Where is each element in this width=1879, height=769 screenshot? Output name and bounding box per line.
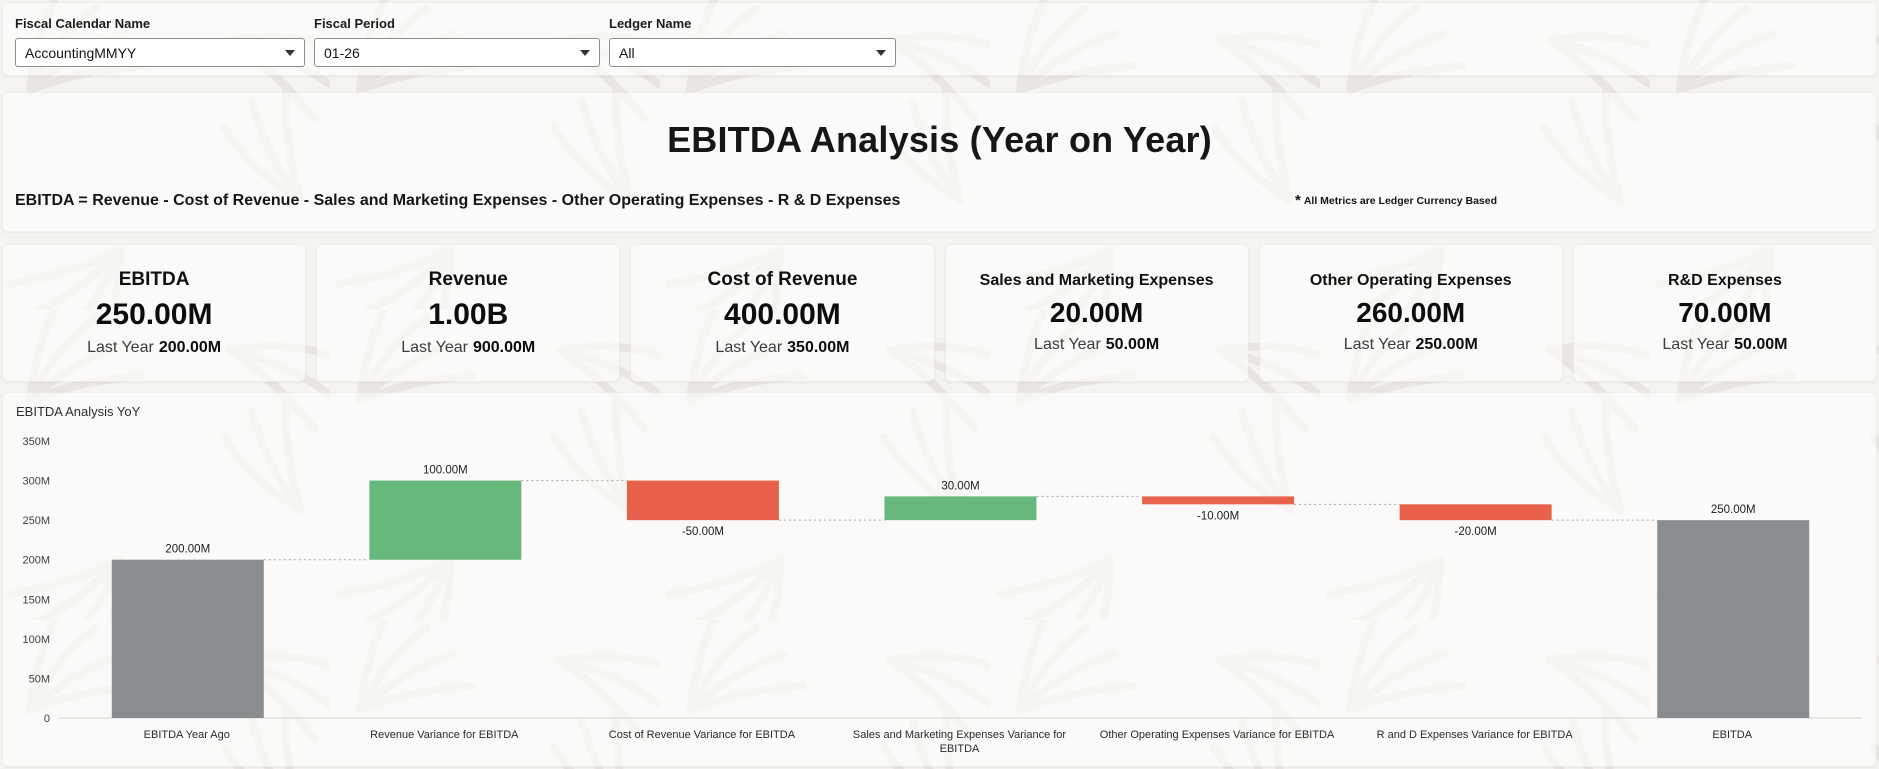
waterfall-bar-2[interactable] — [626, 480, 779, 521]
filter-label-fiscal-period: Fiscal Period — [314, 16, 395, 31]
y-axis-tick-label: 100M — [22, 634, 50, 646]
fiscal-period-select-value: 01-26 — [324, 44, 360, 61]
x-axis-label: Sales and Marketing Expenses Variance fo… — [852, 729, 1067, 756]
y-axis-tick-label: 300M — [22, 476, 50, 488]
chart-card: EBITDA Analysis YoY 0 50M 100M 150M 200M 250M… — [2, 392, 1877, 767]
x-axis-label: R and D Expenses Variance for EBITDA — [1376, 729, 1573, 741]
footnote-text: All Metrics are Ledger Currency Based — [1303, 195, 1498, 207]
kpi-title: Revenue — [428, 269, 508, 291]
filter-ledger-name: Ledger Name All — [609, 16, 896, 75]
header-card: EBITDA Analysis (Year on Year) EBITDA = … — [2, 92, 1877, 232]
x-axis-label: Cost of Revenue Variance for EBITDA — [608, 729, 796, 741]
chevron-down-icon — [580, 49, 590, 56]
bar-value-label: -10.00M — [1197, 510, 1239, 522]
bar-value-label: 30.00M — [941, 480, 979, 492]
ebitda-formula: EBITDA = Revenue - Cost of Revenue - Sal… — [15, 192, 901, 209]
fiscal-period-select[interactable]: 01-26 — [314, 38, 600, 67]
kpi-card-revenue[interactable]: Revenue 1.00B Last Year 900.00M — [316, 244, 621, 382]
kpi-value: 260.00M — [1356, 297, 1466, 329]
y-axis-tick-label: 200M — [22, 555, 50, 567]
kpi-value: 400.00M — [724, 298, 841, 332]
kpi-card-sales-marketing-expenses[interactable]: Sales and Marketing Expenses 20.00M Last… — [944, 244, 1249, 382]
kpi-last-year: Last Year 200.00M — [87, 338, 222, 356]
ledger-name-select[interactable]: All — [609, 38, 896, 67]
waterfall-chart: 0 50M 100M 150M 200M 250M 300M 350M 200.00M 100.0… — [22, 436, 1862, 725]
waterfall-bar-0[interactable] — [111, 559, 264, 718]
chevron-down-icon — [285, 49, 295, 56]
fiscal-calendar-select[interactable]: AccountingMMYY — [15, 38, 305, 67]
bar-value-label: -20.00M — [1455, 526, 1497, 538]
waterfall-bar-6[interactable] — [1657, 520, 1810, 718]
x-axis-label: Revenue Variance for EBITDA — [370, 729, 519, 741]
y-axis-tick-label: 250M — [22, 515, 50, 527]
kpi-last-year: Last Year 900.00M — [401, 338, 536, 356]
waterfall-bar-4[interactable] — [1142, 496, 1295, 505]
kpi-last-year: Last Year 50.00M — [1662, 335, 1788, 353]
filter-label-fiscal-calendar: Fiscal Calendar Name — [15, 16, 151, 31]
waterfall-bar-5[interactable] — [1399, 504, 1552, 521]
kpi-last-year: Last Year 350.00M — [715, 338, 850, 356]
y-axis-tick-label: 50M — [29, 673, 50, 685]
chevron-down-icon — [876, 49, 886, 56]
kpi-last-year: Last Year 50.00M — [1034, 335, 1160, 353]
asterisk: * — [1295, 192, 1301, 209]
kpi-title: Sales and Marketing Expenses — [979, 272, 1214, 290]
kpi-title: Cost of Revenue — [707, 269, 858, 291]
footnote: * All Metrics are Ledger Currency Based — [1295, 191, 1498, 209]
page-title: EBITDA Analysis (Year on Year) — [667, 119, 1212, 160]
kpi-card-cost-of-revenue[interactable]: Cost of Revenue 400.00M Last Year 350.00M — [630, 244, 935, 382]
x-axis-label: EBITDA — [1712, 729, 1753, 741]
chart-title: EBITDA Analysis YoY — [16, 404, 141, 419]
kpi-card-other-operating-expenses[interactable]: Other Operating Expenses 260.00M Last Ye… — [1258, 244, 1563, 382]
waterfall-bar-1[interactable] — [369, 480, 522, 560]
bar-value-label: 100.00M — [423, 465, 468, 477]
filter-label-ledger-name: Ledger Name — [609, 16, 692, 31]
waterfall-bar-3[interactable] — [884, 496, 1037, 521]
kpi-title: Other Operating Expenses — [1309, 272, 1512, 290]
y-axis-tick-label: 0 — [44, 713, 50, 725]
kpi-row: EBITDA 250.00M Last Year 200.00M Revenue … — [2, 244, 1878, 382]
filter-fiscal-period: Fiscal Period 01-26 — [314, 16, 600, 75]
filter-bar: Fiscal Calendar Name AccountingMMYY Fisc… — [2, 2, 1877, 76]
bar-value-label: 200.00M — [165, 544, 210, 556]
kpi-value: 70.00M — [1678, 297, 1772, 329]
kpi-card-rd-expenses[interactable]: R&D Expenses 70.00M Last Year 50.00M — [1572, 244, 1878, 382]
kpi-card-ebitda[interactable]: EBITDA 250.00M Last Year 200.00M — [2, 244, 307, 382]
x-axis-label: Other Operating Expenses Variance for EB… — [1099, 729, 1335, 741]
x-axis-label: EBITDA Year Ago — [143, 729, 230, 741]
bar-value-label: 250.00M — [1711, 504, 1756, 516]
kpi-title: R&D Expenses — [1668, 272, 1782, 290]
fiscal-calendar-select-value: AccountingMMYY — [25, 44, 137, 61]
kpi-value: 20.00M — [1049, 297, 1144, 329]
kpi-value: 1.00B — [428, 298, 509, 332]
y-axis-tick-label: 150M — [22, 594, 50, 606]
bar-value-label: -50.00M — [682, 526, 724, 538]
filter-fiscal-calendar: Fiscal Calendar Name AccountingMMYY — [15, 16, 305, 75]
kpi-title: EBITDA — [118, 269, 190, 291]
y-axis-tick-label: 350M — [22, 436, 50, 448]
kpi-value: 250.00M — [95, 298, 213, 332]
ledger-name-select-value: All — [619, 44, 635, 61]
kpi-last-year: Last Year 250.00M — [1343, 335, 1478, 353]
